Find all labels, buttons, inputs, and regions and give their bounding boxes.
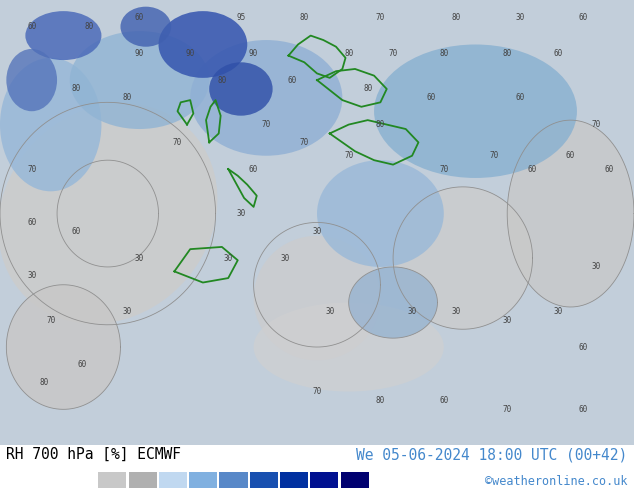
Text: 80: 80 [376, 396, 385, 405]
Text: ©weatheronline.co.uk: ©weatheronline.co.uk [485, 475, 628, 488]
Text: 90: 90 [186, 49, 195, 58]
Text: 60: 60 [439, 396, 448, 405]
Text: 60: 60 [579, 405, 588, 414]
Text: 80: 80 [376, 120, 385, 129]
Text: 30: 30 [122, 307, 131, 316]
Text: 80: 80 [40, 378, 49, 387]
Text: 80: 80 [363, 84, 372, 94]
Ellipse shape [254, 302, 444, 392]
Ellipse shape [317, 160, 444, 267]
Text: 80: 80 [84, 22, 93, 31]
Text: 70: 70 [503, 405, 512, 414]
Text: 30: 30 [515, 13, 524, 23]
Text: 95: 95 [236, 13, 245, 23]
Bar [280, 472, 308, 488]
Text: 60: 60 [135, 13, 144, 23]
Text: 70: 70 [46, 316, 55, 325]
Text: RH 700 hPa [%] ECMWF: RH 700 hPa [%] ECMWF [6, 447, 181, 462]
Text: 30: 30 [224, 253, 233, 263]
Text: 70: 70 [344, 151, 353, 160]
Text: 30: 30 [236, 209, 245, 218]
Ellipse shape [393, 187, 533, 329]
Text: 70: 70 [173, 138, 182, 147]
Bar [340, 472, 369, 488]
Text: 80: 80 [300, 13, 309, 23]
Bar [98, 472, 126, 488]
Bar [219, 472, 248, 488]
Text: 80: 80 [217, 75, 226, 85]
Text: 70: 70 [439, 165, 448, 173]
Text: 30: 30 [313, 227, 321, 236]
Bar [250, 472, 278, 488]
Ellipse shape [0, 58, 101, 191]
Ellipse shape [158, 11, 247, 78]
Text: 60: 60 [72, 227, 81, 236]
Text: 70: 70 [300, 138, 309, 147]
Text: 90: 90 [135, 49, 144, 58]
Text: 70: 70 [313, 387, 321, 396]
Text: 30: 30 [452, 307, 461, 316]
Text: 30: 30 [592, 263, 600, 271]
Text: 70: 70 [376, 13, 385, 23]
Text: 80: 80 [344, 49, 353, 58]
Text: 60: 60 [579, 13, 588, 23]
Text: 60: 60 [604, 165, 613, 173]
Text: 80: 80 [452, 13, 461, 23]
Ellipse shape [349, 267, 437, 338]
Text: 30: 30 [325, 307, 334, 316]
Text: 60: 60 [249, 165, 258, 173]
Text: 80: 80 [122, 94, 131, 102]
Text: 60: 60 [287, 75, 296, 85]
Text: 30: 30 [503, 316, 512, 325]
Text: 60: 60 [27, 218, 36, 227]
Text: 70: 70 [389, 49, 398, 58]
Text: 80: 80 [439, 49, 448, 58]
Text: 30: 30 [27, 271, 36, 280]
Text: 60: 60 [553, 49, 562, 58]
Bar [129, 472, 157, 488]
Text: 60: 60 [515, 94, 524, 102]
Ellipse shape [374, 45, 577, 178]
Text: 30: 30 [408, 307, 417, 316]
Text: 30: 30 [135, 253, 144, 263]
Ellipse shape [6, 285, 120, 409]
Text: 70: 70 [27, 165, 36, 173]
Ellipse shape [6, 49, 57, 111]
Text: 60: 60 [566, 151, 575, 160]
Ellipse shape [25, 11, 101, 60]
Text: 30: 30 [281, 253, 290, 263]
Text: 70: 70 [490, 151, 499, 160]
Text: 80: 80 [72, 84, 81, 94]
Text: 70: 70 [262, 120, 271, 129]
Text: We 05-06-2024 18:00 UTC (00+42): We 05-06-2024 18:00 UTC (00+42) [356, 447, 628, 462]
Text: 60: 60 [528, 165, 537, 173]
Text: 60: 60 [579, 343, 588, 351]
Ellipse shape [254, 236, 380, 360]
Ellipse shape [507, 120, 634, 307]
Ellipse shape [209, 62, 273, 116]
Bar [310, 472, 339, 488]
Text: 80: 80 [503, 49, 512, 58]
Text: 90: 90 [249, 49, 258, 58]
Ellipse shape [190, 40, 342, 156]
Text: 30: 30 [553, 307, 562, 316]
Text: 60: 60 [78, 360, 87, 369]
Text: 60: 60 [27, 22, 36, 31]
Text: 70: 70 [592, 120, 600, 129]
Ellipse shape [0, 103, 217, 324]
Bar [159, 472, 187, 488]
Bar [189, 472, 217, 488]
Ellipse shape [70, 31, 209, 129]
Text: 60: 60 [427, 94, 436, 102]
Ellipse shape [120, 7, 171, 47]
